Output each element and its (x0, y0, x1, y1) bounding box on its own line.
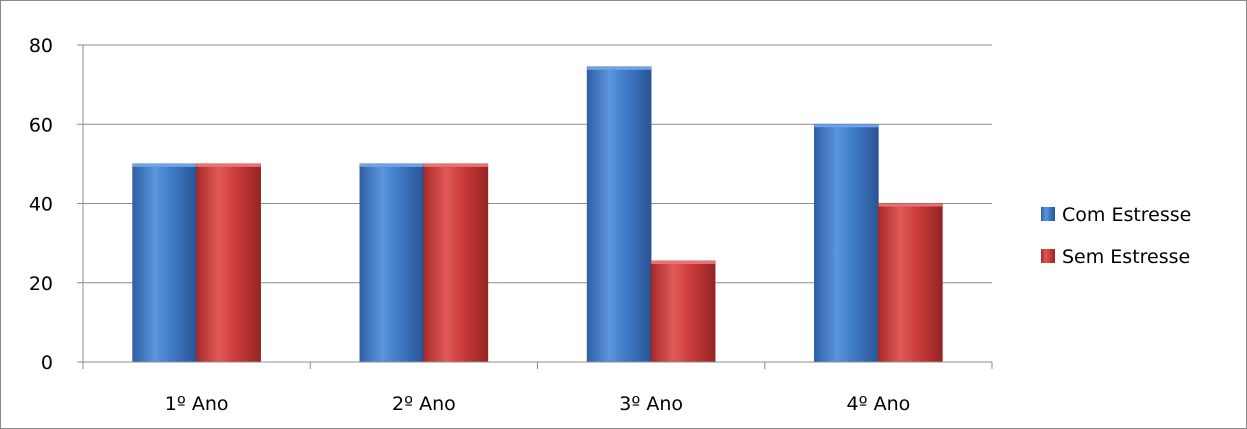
legend-label: Sem Estresse (1062, 246, 1190, 268)
bar-com-estresse-4 (814, 123, 879, 363)
bar-cap (359, 163, 424, 167)
y-tick-label: 80 (29, 35, 53, 57)
axes: 0 20 40 60 80 1º Ano 2º Ano 3º Ano 4º Ano (29, 35, 993, 415)
bar-cap (423, 163, 488, 167)
bar-sem-estresse-4 (878, 203, 943, 363)
y-tick-label: 0 (41, 352, 53, 374)
bar-com-estresse-3 (586, 66, 652, 363)
bar-cap (132, 163, 197, 167)
y-tick-label: 60 (29, 114, 53, 136)
x-tick-label: 2º Ano (392, 393, 456, 415)
legend: Com Estresse Sem Estresse (1041, 204, 1191, 268)
y-tick-label: 20 (29, 273, 53, 295)
bar-com-estresse-1 (132, 163, 197, 363)
legend-label: Com Estresse (1062, 204, 1191, 226)
bar-cap (587, 66, 652, 70)
x-tick-label: 1º Ano (165, 393, 229, 415)
bar-sem-estresse-2 (423, 163, 489, 363)
bar-cap (651, 260, 716, 264)
x-tick-label: 3º Ano (619, 393, 683, 415)
legend-swatch-sem-estresse (1041, 249, 1055, 263)
y-tick-label: 40 (29, 194, 53, 216)
bar-sem-estresse-3 (650, 260, 716, 363)
x-tick-label: 4º Ano (847, 393, 911, 415)
bar-cap (196, 163, 261, 167)
bar-cap (878, 203, 943, 207)
bars (132, 66, 943, 363)
legend-swatch-com-estresse (1041, 207, 1055, 221)
bar-sem-estresse-1 (196, 163, 261, 363)
bar-com-estresse-2 (359, 163, 425, 363)
bar-cap (814, 124, 879, 128)
